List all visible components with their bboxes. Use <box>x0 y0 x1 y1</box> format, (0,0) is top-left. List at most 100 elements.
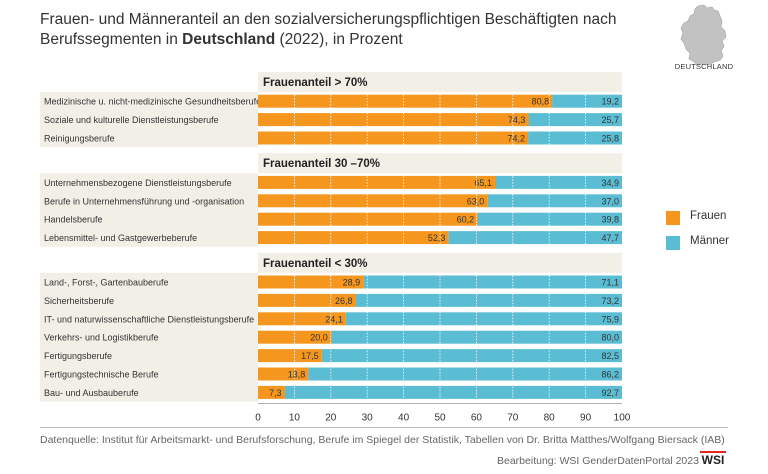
legend-label-frauen: Frauen <box>690 210 727 222</box>
bar-maenner-g3-r3 <box>345 312 622 326</box>
x-tick-label-80: 80 <box>544 413 556 424</box>
group-title-3: Frauenanteil < 30% <box>263 258 368 270</box>
value-maenner-g3-r4: 80,0 <box>601 333 619 343</box>
category-label-g3-r3: IT- und naturwissenschaftliche Dienstlei… <box>44 314 254 324</box>
bar-frauen-g2-r1 <box>258 175 495 189</box>
value-maenner-g2-r1: 34,9 <box>601 178 619 188</box>
value-frauen-g1-r1: 80,8 <box>532 97 550 107</box>
value-maenner-g3-r1: 71,1 <box>601 278 619 288</box>
category-label-g3-r2: Sicherheitsberufe <box>44 296 114 306</box>
bar-frauen-g2-r4 <box>258 231 449 245</box>
value-frauen-g3-r7: 7,3 <box>269 388 282 398</box>
bar-maenner-g1-r3 <box>528 131 622 145</box>
value-maenner-g3-r7: 92,7 <box>601 388 619 398</box>
x-tick-label-100: 100 <box>614 413 631 424</box>
bar-frauen-g3-r5 <box>258 349 322 363</box>
bar-maenner-g3-r5 <box>321 349 622 363</box>
value-frauen-g2-r3: 60,2 <box>457 215 475 225</box>
footer-credit: Bearbeitung: WSI GenderDatenPortal 2023 <box>497 455 699 467</box>
category-label-g3-r5: Fertigungsberufe <box>44 351 112 361</box>
x-tick-label-60: 60 <box>471 413 483 424</box>
value-frauen-g3-r6: 13,8 <box>288 370 306 380</box>
value-maenner-g3-r3: 75,9 <box>601 314 619 324</box>
bar-frauen-g3-r6 <box>258 367 309 381</box>
group-header-band-1 <box>258 72 622 92</box>
value-frauen-g3-r4: 20,0 <box>310 333 328 343</box>
group-header-band-3 <box>258 252 622 273</box>
bar-frauen-g3-r3 <box>258 312 346 326</box>
x-tick-label-10: 10 <box>289 413 301 424</box>
value-frauen-g1-r3: 74,2 <box>508 134 526 144</box>
legend-swatch-maenner <box>666 236 680 250</box>
bar-frauen-g3-r7 <box>258 385 285 399</box>
category-label-g2-r1: Unternehmensbezogene Dienstleistungsberu… <box>44 178 232 188</box>
bar-maenner-g1-r1 <box>552 94 622 108</box>
group-title-2: Frauenanteil 30 –70% <box>263 158 380 170</box>
value-frauen-g2-r4: 52,3 <box>428 233 446 243</box>
x-tick-label-30: 30 <box>362 413 374 424</box>
bar-maenner-g2-r4 <box>448 231 622 245</box>
value-frauen-g2-r2: 63,0 <box>467 196 485 206</box>
category-label-g1-r1: Medizinische u. nicht-medizinische Gesun… <box>44 97 261 107</box>
value-maenner-g3-r6: 86,2 <box>601 370 619 380</box>
title-part-1: Frauen- und Männeranteil an den sozialve… <box>40 11 617 48</box>
group-header-band-2 <box>258 153 622 174</box>
bar-maenner-g3-r6 <box>308 367 622 381</box>
label-panel-3 <box>40 272 258 402</box>
map-label: DEUTSCHLAND <box>674 62 734 71</box>
label-panel-1 <box>40 92 258 148</box>
label-panel-2 <box>40 173 258 247</box>
x-tick-label-90: 90 <box>580 413 592 424</box>
category-label-g2-r4: Lebensmittel- und Gastgewerbeberufe <box>44 233 197 243</box>
value-maenner-g2-r2: 37,0 <box>601 196 619 206</box>
category-label-g3-r1: Land-, Forst-, Gartenbauberufe <box>44 278 169 288</box>
bar-frauen-g1-r1 <box>258 94 553 108</box>
legend-swatch-frauen <box>666 211 680 225</box>
bar-frauen-g1-r2 <box>258 113 529 127</box>
value-frauen-g3-r3: 24,1 <box>325 314 343 324</box>
footer-divider <box>40 427 728 428</box>
x-tick-label-0: 0 <box>255 413 261 424</box>
value-frauen-g3-r2: 26,8 <box>335 296 353 306</box>
bar-frauen-g3-r1 <box>258 275 364 289</box>
value-maenner-g2-r3: 39,8 <box>601 215 619 225</box>
group-title-1: Frauenanteil > 70% <box>263 77 368 89</box>
bar-maenner-g3-r2 <box>355 293 622 307</box>
value-maenner-g2-r4: 47,7 <box>601 233 619 243</box>
value-frauen-g3-r1: 28,9 <box>343 278 361 288</box>
bar-maenner-g3-r1 <box>363 275 622 289</box>
category-label-g1-r3: Reinigungsberufe <box>44 134 115 144</box>
chart-title: Frauen- und Männeranteil an den sozialve… <box>40 10 680 50</box>
value-frauen-g2-r1: 65,1 <box>474 178 492 188</box>
category-label-g1-r2: Soziale und kulturelle Dienstleistungsbe… <box>44 115 219 125</box>
bar-frauen-g2-r2 <box>258 194 488 208</box>
category-label-g3-r6: Fertigungstechnische Berufe <box>44 370 159 380</box>
x-tick-label-70: 70 <box>507 413 519 424</box>
value-maenner-g1-r3: 25,8 <box>601 134 619 144</box>
category-label-g3-r7: Bau- und Ausbauberufe <box>44 388 139 398</box>
value-maenner-g3-r5: 82,5 <box>601 351 619 361</box>
x-tick-label-20: 20 <box>325 413 337 424</box>
legend-label-maenner: Männer <box>690 235 729 247</box>
x-tick-label-40: 40 <box>398 413 410 424</box>
footer-source: Datenquelle: Institut für Arbeitsmarkt- … <box>40 434 725 446</box>
bar-frauen-g1-r3 <box>258 131 529 145</box>
value-maenner-g1-r2: 25,7 <box>601 115 619 125</box>
title-part-2: (2022), in Prozent <box>275 31 403 48</box>
x-tick-label-50: 50 <box>434 413 446 424</box>
category-label-g3-r4: Verkehrs- und Logistikberufe <box>44 333 159 343</box>
germany-map-icon <box>680 4 727 66</box>
value-maenner-g3-r2: 73,2 <box>601 296 619 306</box>
wsi-logo: WSI <box>700 451 726 467</box>
value-frauen-g1-r2: 74,3 <box>508 115 526 125</box>
bar-maenner-g1-r2 <box>528 113 622 127</box>
bar-maenner-g2-r1 <box>494 175 622 189</box>
title-bold: Deutschland <box>182 31 276 48</box>
value-frauen-g3-r5: 17,5 <box>301 351 319 361</box>
category-label-g2-r3: Handelsberufe <box>44 215 103 225</box>
bar-maenner-g2-r2 <box>487 194 622 208</box>
bar-maenner-g3-r7 <box>284 385 622 399</box>
category-label-g2-r2: Berufe in Unternehmensführung und -organ… <box>44 196 244 206</box>
value-maenner-g1-r1: 19,2 <box>601 97 619 107</box>
